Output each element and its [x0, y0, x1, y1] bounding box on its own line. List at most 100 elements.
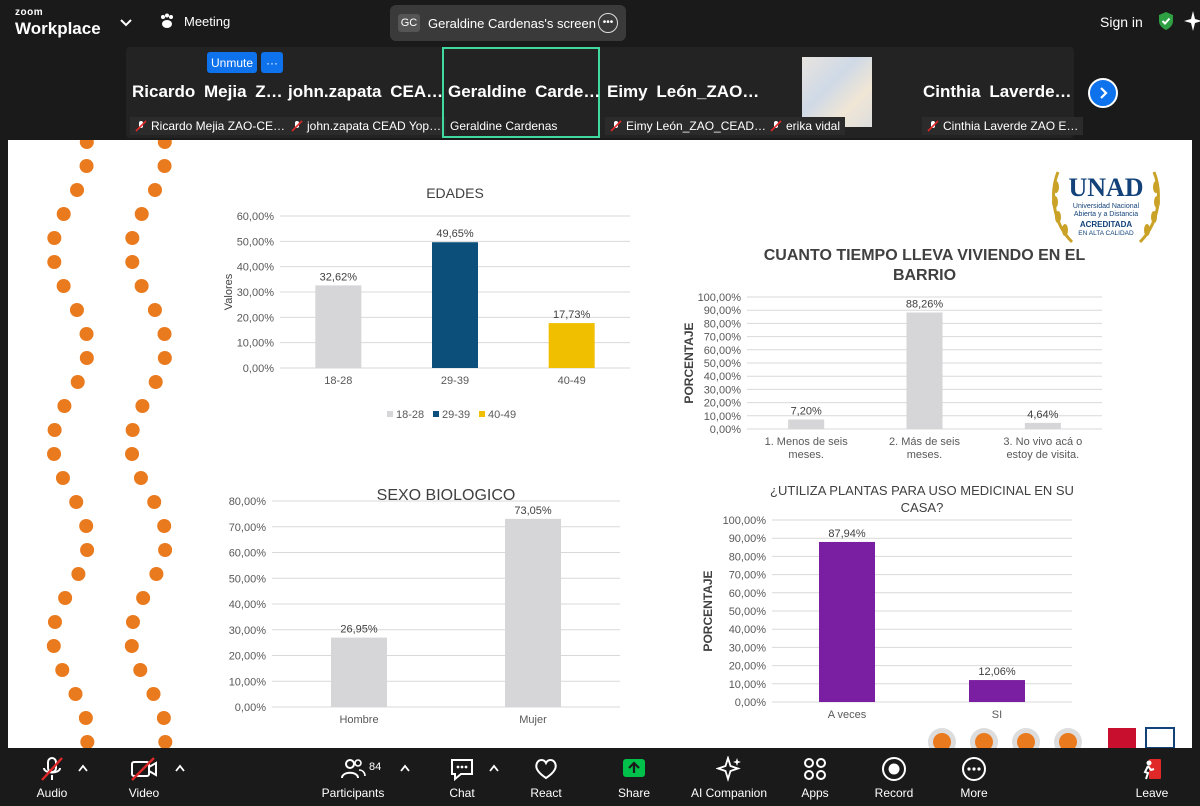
- chat-button[interactable]: Chat: [440, 748, 484, 806]
- more-options-icon[interactable]: •••: [598, 13, 618, 33]
- chart-title: BARRIO: [893, 267, 956, 284]
- chart-edades: EDADES 0,00% 10,00% 20,00% 30,00% 40,00% 50,00…: [223, 185, 630, 421]
- decorative-dot: [147, 303, 162, 317]
- more-label: More: [960, 786, 988, 800]
- participant-tile[interactable]: Eimy León_ZAO… Eimy León_ZAO_CEAD…: [601, 47, 772, 138]
- ai-sparkle-icon: [716, 756, 741, 782]
- record-button[interactable]: Record: [870, 748, 918, 806]
- data-label: 17,73%: [553, 309, 591, 321]
- chevron-down-icon[interactable]: [118, 14, 134, 30]
- y-tick-label: 10,00%: [237, 338, 275, 350]
- video-button[interactable]: Video: [120, 748, 168, 806]
- decorative-dot: [125, 447, 140, 461]
- mic-off-icon: [610, 120, 622, 132]
- y-axis-label: PORCENTAJE: [701, 570, 715, 651]
- great-place-badge: [1108, 728, 1136, 748]
- x-tick-label: 2. Más de seis: [889, 436, 960, 448]
- record-icon: [882, 757, 906, 781]
- bar: [906, 312, 943, 429]
- decorative-dot: [56, 207, 71, 221]
- y-axis-label: Valores: [223, 273, 235, 310]
- participant-tile-active-speaker[interactable]: Geraldine Carde… Geraldine Cardenas: [442, 47, 600, 138]
- meeting-button[interactable]: Meeting: [158, 12, 230, 30]
- decorative-dot: [79, 351, 94, 365]
- decorative-dot: [133, 471, 148, 485]
- participant-tile[interactable]: Cinthia Laverde… Cinthia Laverde ZAO E…: [918, 47, 1084, 138]
- decorative-dot: [69, 303, 84, 317]
- x-tick-label: meses.: [907, 449, 942, 461]
- unmute-button[interactable]: Unmute: [207, 52, 257, 73]
- x-tick-label: 29-39: [441, 375, 469, 387]
- chat-label: Chat: [449, 786, 475, 800]
- next-page-button[interactable]: [1088, 78, 1118, 108]
- y-tick-label: 0,00%: [735, 697, 766, 709]
- more-button[interactable]: More: [952, 748, 996, 806]
- shared-screen: EDADES 0,00% 10,00% 20,00% 30,00% 40,00% 50,00…: [8, 140, 1192, 748]
- y-tick-label: 30,00%: [237, 287, 275, 299]
- decorative-dot: [79, 519, 94, 533]
- decorative-dot: [148, 375, 163, 389]
- y-tick-label: 50,00%: [229, 573, 267, 585]
- x-tick-label: 1. Menos de seis: [765, 436, 849, 448]
- data-label: 4,64%: [1027, 409, 1058, 421]
- mic-muted-icon: [41, 757, 63, 781]
- logo-line2: Abierta y a Distancia: [1074, 211, 1138, 218]
- sign-in-link[interactable]: Sign in: [1100, 14, 1143, 30]
- bar: [548, 323, 595, 368]
- meeting-toolbar: Audio Video Participants 84 Chat React S…: [0, 748, 1200, 806]
- participant-tile[interactable]: erika vidal: [761, 47, 921, 138]
- chevron-up-icon[interactable]: [78, 764, 88, 772]
- decorative-dot: [80, 543, 95, 557]
- chevron-up-icon[interactable]: [489, 764, 499, 772]
- y-tick-label: 40,00%: [704, 371, 742, 383]
- react-label: React: [530, 786, 562, 800]
- x-tick-label: estoy de visita.: [1006, 449, 1079, 461]
- y-tick-label: 0,00%: [243, 363, 274, 375]
- participants-button[interactable]: Participants: [317, 748, 389, 806]
- decorative-dot: [134, 207, 149, 221]
- heart-icon: [535, 759, 557, 780]
- security-shield-icon[interactable]: [1157, 11, 1175, 31]
- bar: [1024, 422, 1061, 429]
- decorative-dot: [136, 591, 151, 605]
- share-button[interactable]: Share: [612, 748, 656, 806]
- participant-tile[interactable]: john.zapata CEA… john.zapata CEAD Yop…: [282, 47, 447, 138]
- y-tick-label: 80,00%: [729, 551, 767, 563]
- y-tick-label: 0,00%: [235, 702, 266, 714]
- sparkle-icon[interactable]: [1183, 10, 1200, 32]
- audio-button[interactable]: Audio: [28, 748, 76, 806]
- react-button[interactable]: React: [524, 748, 568, 806]
- x-tick-label: SI: [992, 709, 1002, 721]
- brand-large-text: Workplace: [15, 19, 101, 38]
- data-label: 49,65%: [436, 228, 474, 240]
- brand-logo[interactable]: zoom Workplace: [15, 8, 101, 38]
- chart-title: SEXO BIOLOGICO: [377, 487, 516, 504]
- decorative-dot: [135, 399, 150, 413]
- ai-companion-button[interactable]: AI Companion: [685, 748, 773, 806]
- participant-tile[interactable]: Ricardo Mejia Z… Ricardo Mejia ZAO-CE…: [126, 47, 291, 138]
- y-tick-label: 20,00%: [729, 661, 767, 673]
- chevron-up-icon[interactable]: [175, 764, 185, 772]
- apps-button[interactable]: Apps: [793, 748, 837, 806]
- x-tick-label: A veces: [828, 709, 867, 721]
- bar: [315, 285, 362, 368]
- screen-share-label: Geraldine Cardenas's screen: [428, 15, 596, 31]
- participant-more-button[interactable]: ···: [261, 52, 283, 73]
- decorative-dot: [57, 399, 72, 413]
- decorative-dot: [125, 231, 140, 245]
- legend-label: 29-39: [442, 409, 470, 421]
- chart-sexo-biologico: SEXO BIOLOGICO 0,00% 10,00% 20,00% 30,00% 40,…: [229, 487, 620, 726]
- leave-button[interactable]: Leave: [1130, 748, 1174, 806]
- participant-footer: Eimy León_ZAO_CEAD…: [605, 117, 772, 135]
- record-label: Record: [874, 786, 914, 800]
- top-bar: zoom Workplace Meeting GC Geraldine Card…: [0, 0, 1200, 46]
- screen-share-indicator[interactable]: GC Geraldine Cardenas's screen •••: [390, 5, 626, 41]
- y-tick-label: 100,00%: [698, 292, 742, 304]
- chevron-up-icon[interactable]: [400, 764, 410, 772]
- legend-label: 40-49: [488, 409, 516, 421]
- decorative-dot: [71, 567, 86, 581]
- chevron-right-icon: [1100, 87, 1108, 99]
- x-tick-label: meses.: [788, 449, 823, 461]
- x-tick-label: 18-28: [324, 375, 352, 387]
- decorative-dot: [157, 140, 172, 149]
